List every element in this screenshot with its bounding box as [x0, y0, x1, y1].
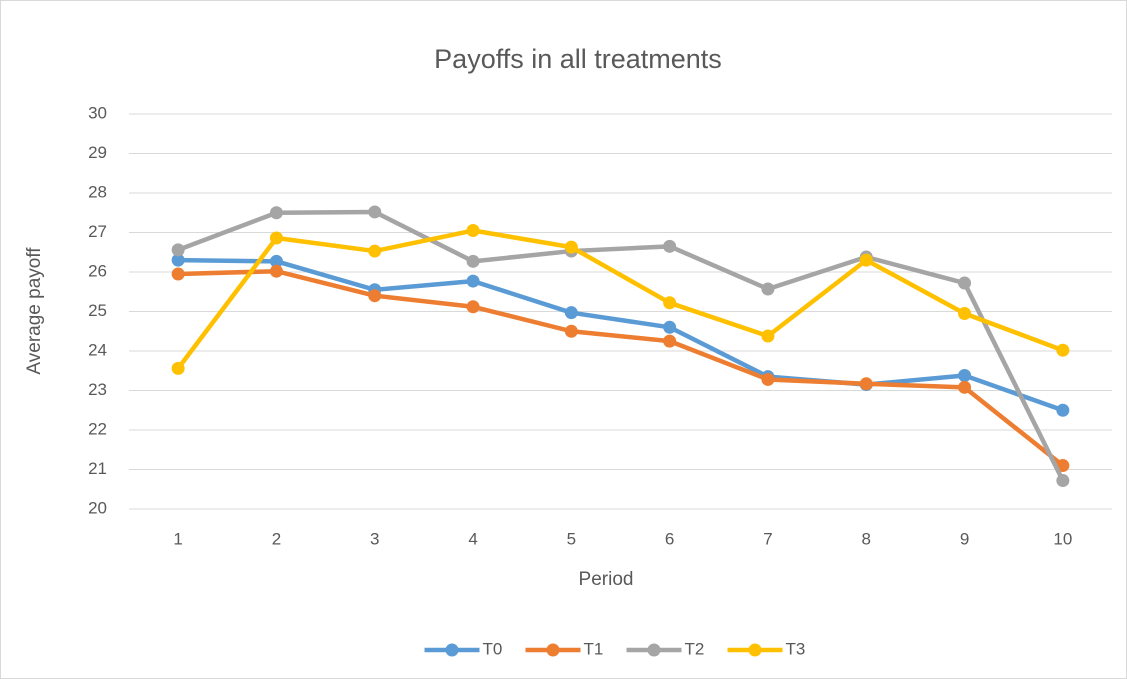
chart-title: Payoffs in all treatments — [434, 44, 722, 74]
x-tick-label: 3 — [370, 529, 379, 548]
x-tick-label: 1 — [173, 529, 182, 548]
point — [663, 334, 677, 348]
point — [1056, 459, 1070, 473]
point — [171, 253, 185, 267]
y-tick-label: 23 — [88, 380, 107, 399]
point — [269, 206, 283, 220]
series-line — [177, 209, 1065, 482]
x-tick-label: 7 — [763, 529, 772, 548]
y-tick-label: 21 — [88, 459, 107, 478]
point — [663, 239, 677, 253]
point — [761, 329, 775, 343]
point — [958, 276, 972, 290]
y-tick-label: 29 — [88, 143, 107, 162]
legend-label: T0 — [483, 639, 503, 658]
point — [269, 254, 283, 268]
point — [1056, 343, 1070, 357]
point — [958, 368, 972, 382]
series-line — [178, 257, 1064, 413]
point — [663, 320, 677, 334]
point — [1056, 403, 1070, 417]
y-tick-label: 26 — [88, 261, 107, 280]
point — [761, 372, 775, 386]
point — [269, 231, 283, 245]
x-tick-label: 6 — [665, 529, 674, 548]
point — [958, 380, 972, 394]
x-tick-label: 2 — [272, 529, 281, 548]
x-tick-label: 5 — [567, 529, 576, 548]
x-tick-label: 9 — [960, 529, 969, 548]
point — [171, 361, 185, 375]
x-axis-title: Period — [579, 569, 634, 590]
legend-marker — [445, 643, 459, 657]
point — [1056, 474, 1070, 488]
point — [859, 377, 873, 391]
legend-label: T1 — [584, 639, 604, 658]
point — [171, 267, 185, 281]
point — [564, 306, 578, 320]
point — [466, 300, 480, 314]
point — [171, 243, 185, 257]
point — [859, 253, 873, 267]
y-tick-label: 28 — [88, 182, 107, 201]
point — [958, 306, 972, 320]
legend-marker — [546, 643, 560, 657]
point — [368, 205, 382, 219]
legend-label: T3 — [786, 639, 806, 658]
point — [564, 240, 578, 254]
x-tick-label: 10 — [1053, 529, 1072, 548]
x-tick-label: 8 — [862, 529, 871, 548]
y-axis-title: Average payoff — [24, 247, 45, 375]
y-tick-label: 24 — [88, 340, 107, 359]
y-tick-label: 27 — [88, 222, 107, 241]
point — [663, 296, 677, 310]
point — [466, 254, 480, 268]
x-tick-label: 4 — [468, 529, 477, 548]
y-tick-label: 30 — [88, 103, 107, 122]
series-line — [176, 228, 1064, 370]
point — [269, 264, 283, 278]
point — [368, 289, 382, 303]
point — [564, 324, 578, 338]
y-tick-label: 20 — [88, 498, 107, 517]
point — [761, 282, 775, 296]
legend-marker — [647, 643, 661, 657]
point — [466, 274, 480, 288]
point — [466, 224, 480, 238]
series-line — [178, 268, 1065, 468]
point — [368, 244, 382, 258]
legend-marker — [748, 643, 762, 657]
y-tick-label: 22 — [88, 419, 107, 438]
y-tick-label: 25 — [88, 301, 107, 320]
legend-label: T2 — [685, 639, 705, 658]
